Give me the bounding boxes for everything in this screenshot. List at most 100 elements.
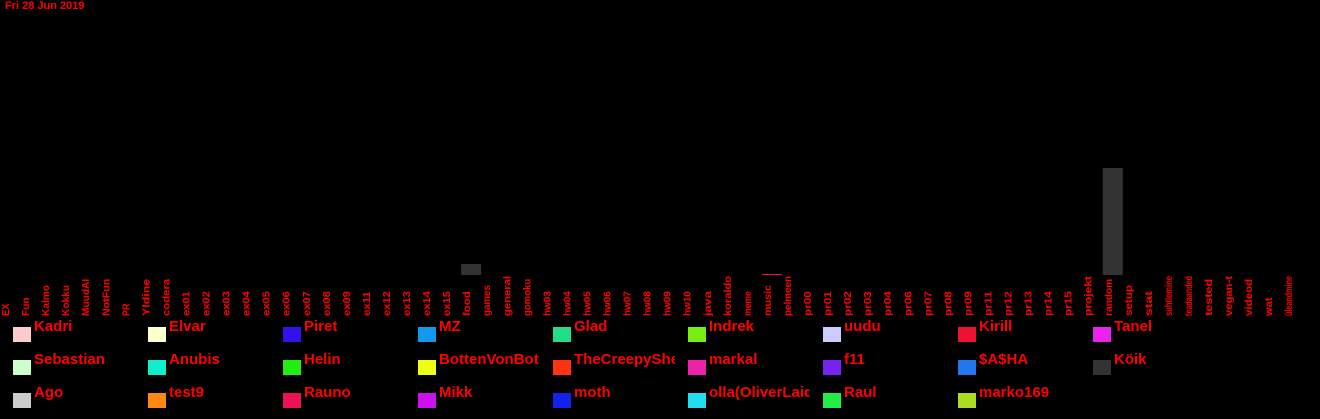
- legend-item: Raul: [810, 384, 945, 408]
- legend-label: markal: [709, 351, 758, 368]
- legend-item: Elvar: [135, 318, 270, 342]
- legend-label: BottenVonBot: [439, 351, 539, 368]
- legend-swatch: [148, 360, 166, 375]
- category-label: music: [763, 285, 774, 316]
- legend-item: Rauno: [270, 384, 405, 408]
- category-label: Yldine: [141, 278, 152, 316]
- legend-item: Helin: [270, 351, 405, 375]
- category-label: ex09: [342, 291, 353, 316]
- category-label: pr03: [863, 291, 874, 316]
- legend-item: Kirill: [945, 318, 1080, 342]
- legend-item: MZ: [405, 318, 540, 342]
- legend-label: Tanel: [1114, 318, 1153, 335]
- legend-swatch: [823, 393, 841, 408]
- category-label: pr07: [923, 291, 934, 316]
- legend-swatch: [283, 393, 301, 408]
- category-label: videod: [1244, 279, 1255, 316]
- bar-food-Köik: [461, 264, 482, 275]
- legend-label: $A$HA: [979, 351, 1029, 368]
- legend-swatch: [688, 393, 706, 408]
- legend-item: Glad: [540, 318, 675, 342]
- legend-label: Raul: [844, 384, 877, 401]
- legend-label: Anubis: [169, 351, 220, 368]
- legend-swatch: [958, 360, 976, 375]
- category-label: pr09: [963, 291, 974, 316]
- category-label: pr13: [1024, 291, 1035, 316]
- legend-label: Rauno: [304, 384, 351, 401]
- category-label: hw06: [603, 291, 614, 316]
- legend-swatch: [553, 360, 571, 375]
- category-label: EX: [1, 303, 12, 316]
- bar-chart: EX Fun Kalmo Kokku MuudAI NotFun PR Yldine coder…: [1, 168, 1295, 317]
- legend-swatch: [553, 327, 571, 342]
- category-label: ex08: [322, 291, 333, 316]
- legend-label: TheCreepySheep: [574, 351, 675, 368]
- category-label: pr06: [903, 291, 914, 316]
- category-label: pr01: [823, 291, 834, 316]
- category-label: pr12: [1004, 291, 1015, 316]
- category-label: NotFun: [101, 279, 112, 316]
- category-label: pr14: [1044, 291, 1055, 316]
- legend-label: Piret: [304, 318, 338, 335]
- category-label: pr02: [843, 291, 854, 316]
- legend-item: olla(OliverLaidma): [675, 384, 810, 408]
- category-label: stat: [1144, 290, 1155, 316]
- legend-swatch: [13, 327, 31, 342]
- category-label: pr04: [883, 291, 894, 316]
- legend-label: Indrek: [709, 318, 755, 335]
- bar-random-Köik: [1102, 168, 1123, 275]
- legend-swatch: [418, 327, 436, 342]
- legend-item: moth: [540, 384, 675, 408]
- legend-label: Köik: [1114, 351, 1147, 368]
- legend-label: olla(OliverLaidma): [709, 384, 810, 401]
- category-label: üleandmine: [1284, 276, 1295, 316]
- legend-item: marko169: [945, 384, 1080, 408]
- category-label: Kalmo: [41, 285, 52, 316]
- legend-item: Tanel: [1080, 318, 1215, 342]
- legend-swatch: [283, 327, 301, 342]
- category-label: pr15: [1064, 291, 1075, 316]
- legend-item: Anubis: [135, 351, 270, 375]
- legend-item: uudu: [810, 318, 945, 342]
- category-label: hw09: [663, 291, 674, 316]
- category-label: PR: [121, 303, 132, 316]
- chart-date: Fri 28 Jun 2019: [5, 0, 85, 12]
- legend-item: BottenVonBot: [405, 351, 540, 375]
- legend-label: Kadri: [34, 318, 73, 335]
- category-label: food: [462, 291, 473, 316]
- legend-swatch: [148, 327, 166, 342]
- legend-label: Kirill: [979, 318, 1013, 335]
- category-label: setup: [1124, 285, 1135, 316]
- category-label: suhtlemine: [1164, 276, 1175, 316]
- legend-item: $A$HA: [945, 351, 1080, 375]
- category-label: random: [1104, 279, 1115, 316]
- legend-label: marko169: [979, 384, 1050, 401]
- category-label: codera: [161, 278, 172, 316]
- legend-swatch: [958, 327, 976, 342]
- legend-swatch: [688, 360, 706, 375]
- legend-item: Indrek: [675, 318, 810, 342]
- category-label: ex01: [181, 291, 192, 316]
- legend-label: Mikk: [439, 384, 473, 401]
- category-label: meme: [743, 291, 754, 316]
- category-label: hw07: [623, 291, 634, 316]
- category-label: hw03: [542, 291, 553, 316]
- category-label: general: [502, 276, 513, 316]
- legend-item: f11: [810, 351, 945, 375]
- legend-label: Glad: [574, 318, 608, 335]
- category-label: ex07: [302, 291, 313, 316]
- category-label: ex12: [382, 291, 393, 316]
- category-label: MuudAI: [81, 279, 92, 316]
- category-label: pelmeen: [783, 276, 794, 316]
- legend-swatch: [823, 360, 841, 375]
- legend-swatch: [1093, 360, 1111, 375]
- legend-item: Köik: [1080, 351, 1215, 375]
- legend-item: test9: [135, 384, 270, 408]
- category-label: ex04: [242, 291, 253, 316]
- category-label: vegan-t: [1224, 275, 1235, 316]
- category-label: Kokku: [61, 285, 72, 316]
- category-label: games: [482, 285, 493, 316]
- category-label: projekt: [1084, 275, 1095, 316]
- legend-label: f11: [844, 351, 865, 368]
- legend-swatch: [958, 393, 976, 408]
